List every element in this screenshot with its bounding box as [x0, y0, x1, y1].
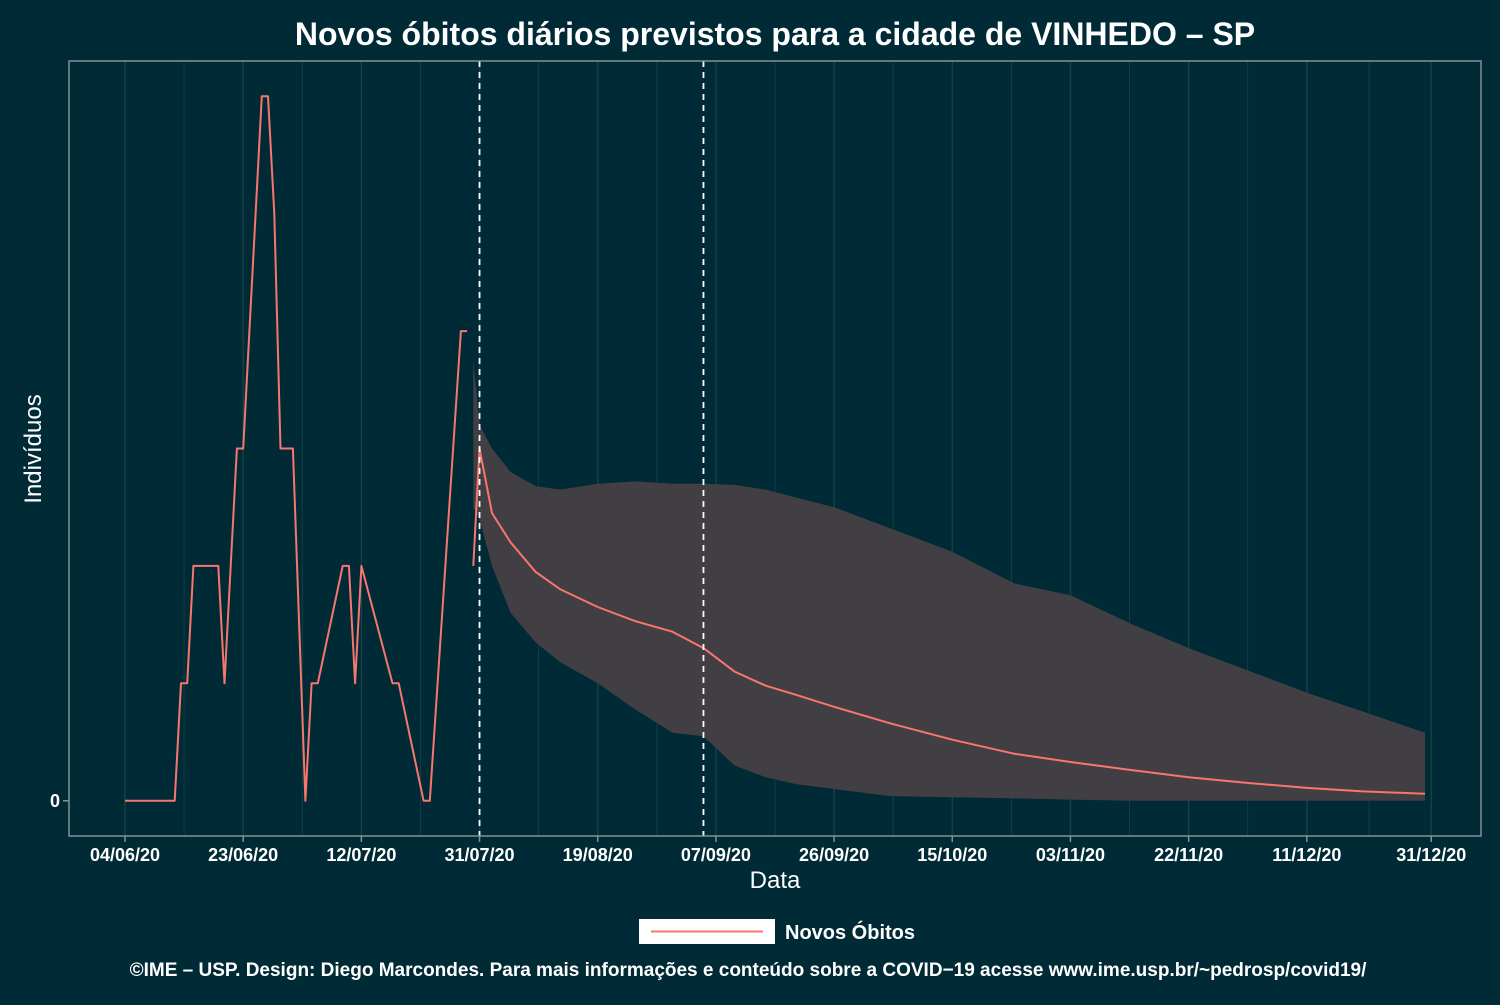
x-tick-label: 04/06/20	[90, 845, 160, 865]
x-tick-label: 31/07/20	[444, 845, 514, 865]
x-tick-label: 31/12/20	[1396, 845, 1466, 865]
x-tick-label: 11/12/20	[1272, 845, 1341, 865]
chart-title: Novos óbitos diários previstos para a ci…	[295, 16, 1255, 52]
y-tick-label: 0	[50, 791, 60, 811]
x-tick-label: 07/09/20	[681, 845, 751, 865]
x-tick-label: 23/06/20	[208, 845, 278, 865]
caption: ©IME – USP. Design: Diego Marcondes. Par…	[130, 960, 1367, 981]
legend: Novos Óbitos	[639, 919, 915, 944]
legend-label: Novos Óbitos	[785, 920, 915, 944]
x-tick-label: 26/09/20	[799, 845, 869, 865]
y-axis-title: Indivíduos	[20, 394, 47, 503]
x-tick-label: 22/11/20	[1154, 845, 1223, 865]
x-tick-label: 15/10/20	[917, 845, 987, 865]
x-tick-label: 12/07/20	[326, 845, 396, 865]
prediction-band	[473, 360, 1425, 800]
x-tick-label: 03/11/20	[1036, 845, 1105, 865]
y-tick-layer: 0	[50, 791, 69, 811]
x-tick-layer: 04/06/20 23/06/20 12/07/20 31/07/20 19/08/20…	[90, 836, 1466, 865]
observed-deaths-line	[125, 96, 467, 801]
x-tick-label: 19/08/20	[563, 845, 633, 865]
x-axis-title: Data	[750, 867, 801, 894]
prediction-band-layer	[473, 360, 1425, 800]
